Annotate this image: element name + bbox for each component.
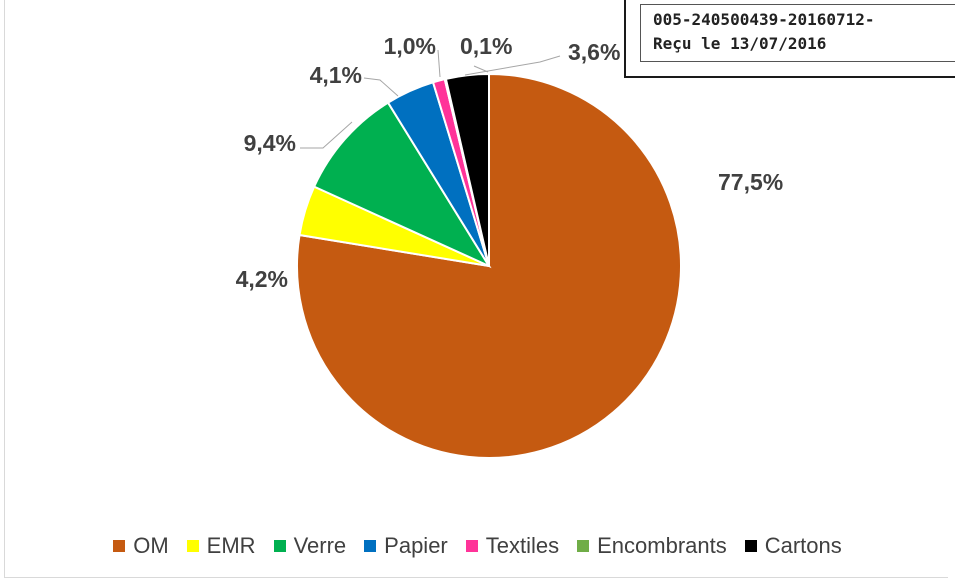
leader-line-papier bbox=[363, 77, 399, 97]
legend-item-om: OM bbox=[113, 533, 169, 559]
legend-swatch bbox=[113, 540, 126, 552]
pie-slice-verre bbox=[312, 101, 492, 269]
legend-label: Papier bbox=[384, 533, 448, 558]
legend-item-textiles: Textiles bbox=[465, 533, 560, 559]
legend-item-emr: EMR bbox=[186, 533, 256, 559]
leader-line-verre bbox=[300, 121, 353, 149]
stamp-reference-number: 005-240500439-20160712- bbox=[653, 10, 875, 29]
legend-item-encombrants: Encombrants bbox=[577, 533, 727, 559]
legend-label: OM bbox=[133, 533, 169, 558]
chart-legend: OM EMR Verre Papier Textiles Encombrants Carto… bbox=[0, 529, 955, 563]
data-label-verre: 9,4% bbox=[244, 130, 296, 156]
leader-line-cartons bbox=[464, 55, 561, 76]
pie-slice-cartons bbox=[444, 72, 490, 267]
legend-label: EMR bbox=[206, 533, 256, 558]
leader-line-textiles bbox=[437, 49, 441, 78]
legend-item-papier: Papier bbox=[364, 533, 448, 559]
legend-swatch bbox=[744, 540, 757, 552]
stamp-received-date: Reçu le 13/07/2016 bbox=[653, 34, 827, 53]
legend-swatch bbox=[465, 540, 478, 552]
chart-area bbox=[4, 0, 948, 578]
legend-item-cartons: Cartons bbox=[744, 533, 842, 559]
legend-label: Cartons bbox=[764, 533, 842, 558]
data-label-encombrants: 0,1% bbox=[460, 33, 512, 59]
received-stamp: 005-240500439-20160712- Reçu le 13/07/20… bbox=[624, 0, 955, 78]
legend-item-verre: Verre bbox=[273, 533, 347, 559]
legend-label: Encombrants bbox=[597, 533, 727, 558]
pie-slice-om bbox=[296, 72, 682, 459]
data-label-papier: 4,1% bbox=[310, 62, 362, 88]
legend-swatch bbox=[273, 540, 286, 552]
legend-swatch bbox=[186, 540, 199, 552]
stamp-text-box: 005-240500439-20160712- Reçu le 13/07/20… bbox=[640, 4, 955, 62]
legend-label: Verre bbox=[293, 533, 347, 558]
legend-label: Textiles bbox=[485, 533, 560, 558]
data-label-cartons: 3,6% bbox=[568, 39, 620, 65]
legend-swatch bbox=[364, 540, 377, 552]
legend-swatch bbox=[577, 540, 590, 552]
data-label-textiles: 1,0% bbox=[384, 33, 436, 59]
data-label-emr: 4,2% bbox=[236, 266, 288, 292]
data-label-om: 77,5% bbox=[718, 169, 783, 195]
